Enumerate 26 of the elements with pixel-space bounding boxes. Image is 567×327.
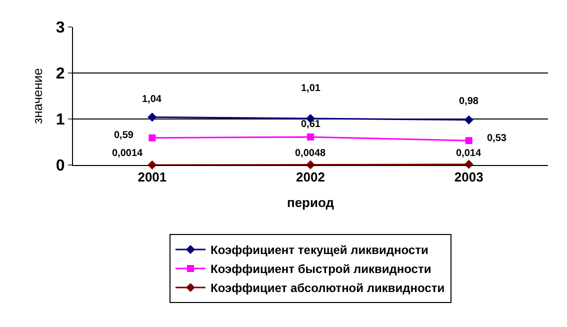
data-label: 0,61 [301, 119, 321, 130]
legend-label: Коэффициет абсолютной ликвидности [210, 281, 445, 296]
x-tick-label: 2003 [454, 170, 484, 185]
data-label: 1,01 [301, 83, 321, 94]
y-axis-title: значение [30, 68, 45, 124]
x-tick-label: 2002 [296, 170, 325, 185]
y-tick-label: 3 [56, 20, 65, 37]
data-label: 0,0048 [295, 148, 326, 159]
data-label: 0,59 [114, 130, 134, 141]
y-tick-label: 1 [56, 112, 65, 129]
point [148, 134, 156, 142]
x-tick-label: 2001 [138, 170, 167, 185]
x-axis-title: период [286, 195, 335, 210]
y-tick-label: 2 [56, 66, 65, 83]
point [464, 115, 474, 124]
data-label: 0,98 [459, 96, 479, 107]
point [465, 137, 472, 144]
data-label: 0,0014 [112, 148, 144, 159]
point [148, 112, 157, 122]
y-tick-label: 0 [56, 158, 65, 175]
point [307, 133, 314, 140]
data-label: 1,04 [142, 94, 162, 105]
legend-label: Коэффициент быстрой ликвидности [210, 262, 432, 276]
data-label: 0,014 [456, 148, 482, 159]
legend-label: Коэффициент текущей ликвидности [210, 243, 428, 258]
data-label: 0,53 [487, 133, 507, 144]
